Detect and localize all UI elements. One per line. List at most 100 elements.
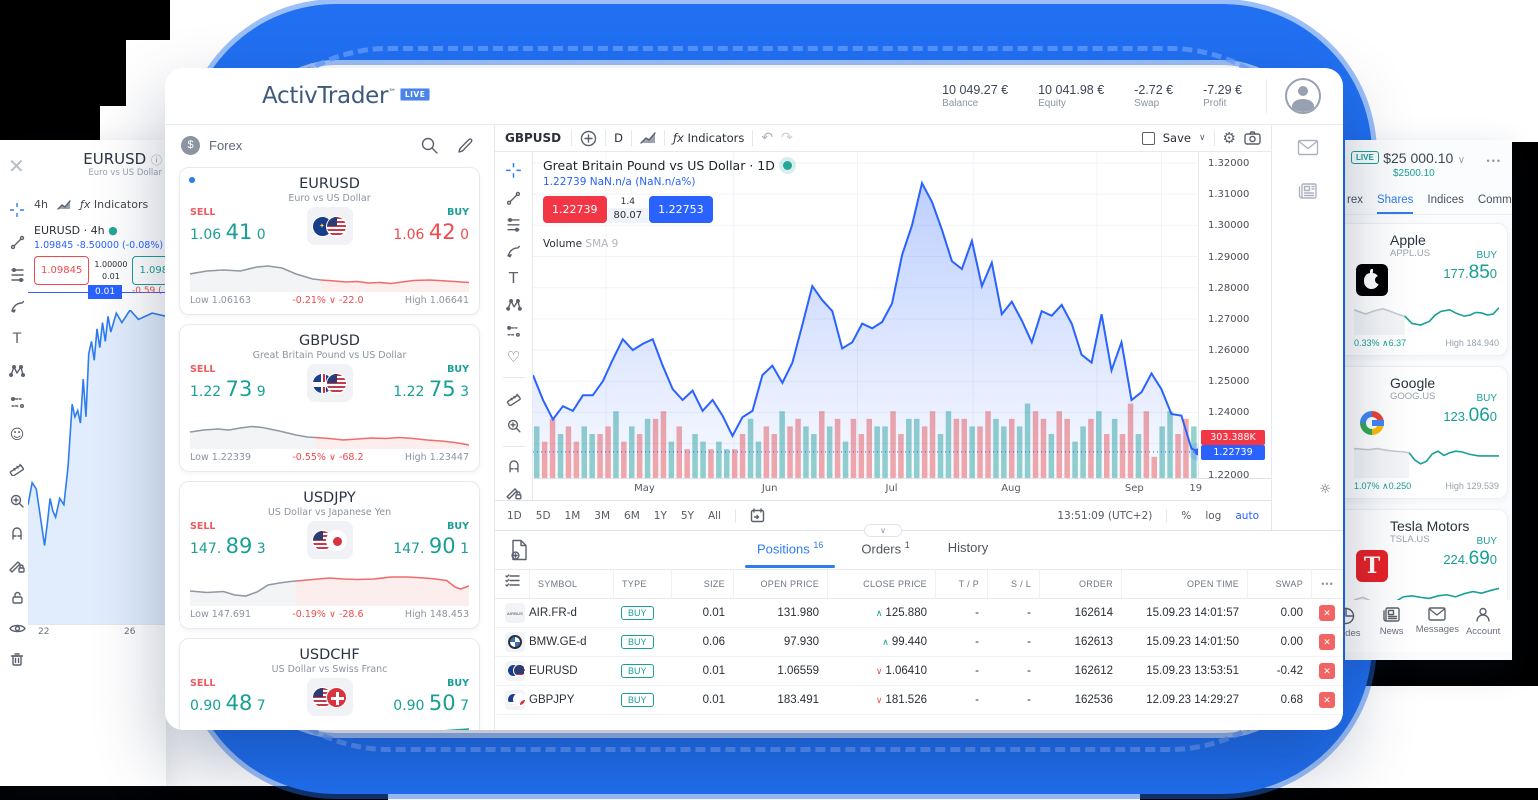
chart-style-icon[interactable]	[57, 199, 71, 211]
sell-price[interactable]: 0.90 48 7	[190, 691, 266, 715]
timeframe-button[interactable]: 4h	[34, 198, 48, 211]
hide-drawings-icon[interactable]	[8, 622, 26, 635]
buy-price[interactable]: 0.90 50 7	[393, 691, 469, 715]
close-position-button[interactable]: ✕	[1319, 692, 1335, 708]
close-position-button[interactable]: ✕	[1319, 663, 1335, 679]
range-1y[interactable]: 1Y	[653, 509, 667, 522]
layout-icon[interactable]	[1141, 131, 1155, 145]
buy-price[interactable]: 1.06 42 0	[393, 220, 469, 244]
sell-button[interactable]: 1.22739	[543, 196, 607, 223]
col-type[interactable]: TYPE	[613, 570, 671, 598]
position-row-EURUSD[interactable]: EURUSD BUY 0.01 1.06559 ∨1.06410 - - 162…	[495, 657, 1343, 686]
col-symbol[interactable]: SYMBOL	[529, 570, 613, 598]
favorites-heart-icon[interactable]: ♡	[506, 348, 521, 367]
zoom-in-icon[interactable]	[506, 418, 522, 434]
instrument-card-usdjpy[interactable]: USDJPY US Dollar vs Japanese Yen SELL 14…	[179, 481, 480, 629]
position-row-GBPJPY[interactable]: GBPJPY BUY 0.01 183.491 ∨ 181.526 - - 162…	[495, 686, 1343, 715]
nav-account[interactable]: Account	[1460, 606, 1506, 652]
range-5d[interactable]: 5D	[535, 509, 551, 522]
col-close-price[interactable]: CLOSE PRICE	[827, 570, 935, 598]
mail-icon[interactable]	[1297, 139, 1319, 156]
close-position-button[interactable]: ✕	[1319, 605, 1335, 621]
xabcd-pattern-icon[interactable]	[505, 298, 522, 312]
brush-icon[interactable]	[506, 244, 521, 259]
close-icon[interactable]: ✕	[8, 154, 25, 178]
tab-indices[interactable]: Indices	[1427, 194, 1464, 206]
new-order-icon[interactable]	[509, 539, 529, 561]
emoji-icon[interactable]: ☺	[9, 427, 25, 443]
tab-forex[interactable]: rex	[1347, 194, 1363, 206]
magnet-icon[interactable]	[9, 526, 25, 541]
indicators-button[interactable]: ƒx Indicators	[79, 198, 149, 211]
news-icon[interactable]	[1297, 182, 1319, 201]
ruler-icon[interactable]	[506, 390, 522, 406]
percent-scale-button[interactable]: %	[1181, 509, 1192, 522]
buy-price[interactable]: 224.690	[1443, 548, 1497, 569]
instrument-card-gbpusd[interactable]: GBPUSD Great Britain Pound vs US Dollar …	[179, 324, 480, 472]
undo-icon[interactable]: ↶	[761, 130, 774, 146]
range-1m[interactable]: 1M	[564, 509, 581, 522]
tab-commodities[interactable]: Commodities	[1477, 194, 1512, 206]
col-sl[interactable]: S / L	[987, 570, 1039, 598]
sell-button[interactable]: 1.09845	[34, 256, 90, 285]
magnet-icon[interactable]	[506, 459, 522, 474]
instrument-card-eurusd[interactable]: EURUSD Euro vs US Dollar SELL 1.06 41 0 …	[179, 167, 480, 315]
auto-scale-button[interactable]: auto	[1235, 509, 1259, 522]
close-position-button[interactable]: ✕	[1319, 634, 1335, 650]
nav-messages[interactable]: Messages	[1415, 606, 1461, 652]
instrument-card-usdchf[interactable]: USDCHF US Dollar vs Swiss Franc SELL 0.9…	[179, 638, 480, 730]
range-5y[interactable]: 5Y	[680, 509, 694, 522]
drawing-lock-icon[interactable]	[505, 485, 522, 500]
chevron-down-icon[interactable]: ∨	[1198, 133, 1206, 143]
buy-price[interactable]: 147. 90 1	[393, 534, 469, 558]
buy-price[interactable]: 1.22 75 3	[393, 377, 469, 401]
chevron-down-icon[interactable]: ∨	[1457, 155, 1466, 166]
price-chart[interactable]: Great Britain Pound vs US Dollar · 1D 1.…	[533, 152, 1198, 478]
fib-retracement-icon[interactable]	[506, 217, 521, 233]
trash-icon[interactable]	[10, 652, 24, 667]
add-symbol-icon[interactable]	[580, 130, 597, 147]
text-tool-icon[interactable]: T	[508, 268, 519, 287]
camera-icon[interactable]	[1244, 131, 1261, 145]
chart-style-icon[interactable]	[640, 131, 656, 145]
sell-price[interactable]: 1.22 73 9	[190, 377, 266, 401]
clock[interactable]: 13:51:09 (UTC+2)	[1057, 509, 1153, 522]
position-row-BMW.GE-d[interactable]: BMW.GE-d BUY 0.06 97.930 ∧ 99.440 - - 162…	[495, 628, 1343, 657]
range-6m[interactable]: 6M	[624, 509, 640, 522]
buy-button[interactable]: 1.22753	[649, 196, 713, 223]
forecast-icon[interactable]	[10, 395, 25, 410]
tab-orders[interactable]: Orders 1	[861, 540, 910, 557]
time-axis[interactable]: ☼ May Jun Jul Aug Sep 19	[533, 478, 1331, 500]
settings-gear-icon[interactable]: ⚙	[1222, 129, 1236, 147]
nav-news[interactable]: News	[1369, 606, 1415, 652]
range-all[interactable]: All	[708, 509, 722, 522]
buy-price[interactable]: 123.060	[1443, 405, 1497, 426]
group-name[interactable]: Forex	[209, 137, 243, 153]
theme-sun-icon[interactable]: ☼	[1319, 482, 1331, 497]
buy-price[interactable]: 177.850	[1443, 262, 1497, 283]
col-open-price[interactable]: OPEN PRICE	[733, 570, 827, 598]
lock-icon[interactable]	[10, 590, 25, 605]
sell-price[interactable]: 147. 89 3	[190, 534, 266, 558]
xabcd-pattern-icon[interactable]	[9, 364, 25, 378]
tab-shares[interactable]: Shares	[1376, 194, 1414, 214]
column-settings-icon[interactable]	[505, 574, 520, 587]
symbol-button[interactable]: GBPUSD	[505, 131, 562, 145]
sell-price[interactable]: 1.06 41 0	[190, 220, 266, 244]
range-3m[interactable]: 3M	[594, 509, 611, 522]
range-1d[interactable]: 1D	[507, 509, 522, 522]
fib-retracement-icon[interactable]	[10, 267, 25, 282]
crosshair-icon[interactable]	[9, 202, 25, 218]
col-size[interactable]: SIZE	[671, 570, 733, 598]
crosshair-icon[interactable]	[505, 162, 522, 179]
search-icon[interactable]	[420, 136, 439, 155]
user-avatar[interactable]	[1285, 78, 1321, 114]
trend-line-icon[interactable]	[10, 235, 25, 250]
redo-icon[interactable]: ↷	[781, 130, 793, 146]
tab-positions[interactable]: Positions 16	[744, 540, 836, 569]
zoom-in-icon[interactable]	[9, 493, 25, 509]
text-tool-icon[interactable]: T	[12, 331, 22, 347]
interval-button[interactable]: D	[614, 131, 623, 145]
save-button[interactable]: Save	[1162, 131, 1191, 145]
col-tp[interactable]: T / P	[935, 570, 987, 598]
